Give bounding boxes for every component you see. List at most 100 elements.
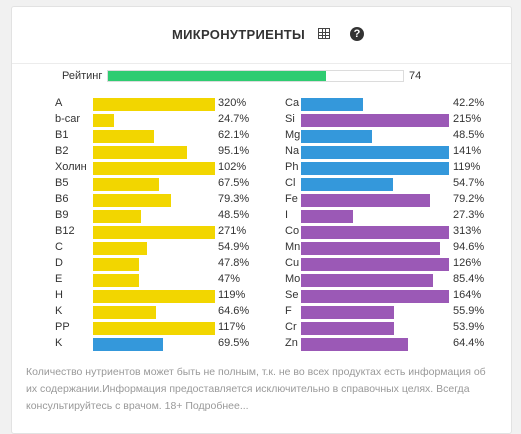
nutrient-bar-fill (301, 290, 449, 303)
nutrient-name: Ca (285, 97, 300, 109)
nutrient-percent: 47% (218, 273, 241, 285)
nutrient-bar (93, 274, 215, 287)
nutrient-bar (301, 338, 449, 351)
nutrient-percent: 42.2% (453, 97, 485, 109)
nutrient-bar (301, 226, 449, 239)
nutrient-bar-fill (301, 98, 364, 111)
nutrient-name: F (285, 305, 292, 317)
nutrient-bar (301, 146, 449, 159)
nutrient-bar-fill (93, 98, 215, 111)
nutrient-bar (301, 274, 449, 287)
nutrient-bar-fill (93, 338, 163, 351)
nutrient-bar-fill (301, 130, 373, 143)
nutrient-name: K (55, 305, 63, 317)
nutrient-bar-fill (301, 194, 430, 207)
nutrient-percent: 54.9% (218, 241, 250, 253)
nutrient-bar (93, 178, 215, 191)
card-header: МИКРОНУТРИЕНТЫ ? (12, 7, 511, 64)
nutrient-bar-fill (301, 274, 433, 287)
nutrient-bar-fill (93, 146, 187, 159)
nutrient-bar (93, 210, 215, 223)
nutrient-percent: 69.5% (218, 337, 250, 349)
nutrient-bar-fill (301, 226, 449, 239)
nutrient-name: B1 (55, 129, 69, 141)
nutrient-bar (93, 98, 215, 111)
nutrient-row-left: K 69.5% (12, 336, 511, 352)
nutrient-percent: 64.4% (453, 337, 485, 349)
nutrient-percent: 215% (453, 113, 482, 125)
nutrient-bar (93, 290, 215, 303)
nutrient-percent: 119% (453, 161, 481, 173)
nutrient-row-left: B12 271% (12, 224, 511, 240)
nutrient-name: Na (285, 145, 300, 157)
nutrient-row-left: Холин 102% (12, 160, 511, 176)
nutrient-percent: 48.5% (453, 129, 485, 141)
nutrient-bar (93, 114, 215, 127)
nutrient-percent: 320% (218, 97, 247, 109)
nutrient-percent: 126% (453, 257, 482, 269)
nutrient-percent: 119% (218, 289, 246, 301)
nutrient-bar (93, 338, 215, 351)
nutrient-bar (93, 242, 215, 255)
nutrient-bar-fill (93, 194, 172, 207)
nutrient-bar-fill (93, 290, 215, 303)
nutrient-row-right: Mo 85.4% (12, 272, 511, 288)
nutrient-row-right: Ca 42.2% (12, 96, 511, 112)
nutrient-bar (93, 306, 215, 319)
question-circle-icon[interactable]: ? (350, 27, 364, 41)
nutrient-percent: 141% (453, 145, 482, 157)
nutrient-row-right: Na 141% (12, 144, 511, 160)
nutrient-percent: 85.4% (453, 273, 485, 285)
nutrient-name: Mn (285, 241, 301, 253)
nutrient-row-right: Ph 119% (12, 160, 511, 176)
nutrient-bar-fill (93, 210, 141, 223)
nutrient-row-right: I 27.3% (12, 208, 511, 224)
rating-value: 74 (409, 70, 422, 82)
nutrient-name: Cu (285, 257, 300, 269)
nutrient-bar (301, 242, 449, 255)
nutrient-name: Ph (285, 161, 299, 173)
nutrient-name: B9 (55, 209, 69, 221)
nutrient-name: D (55, 257, 63, 269)
nutrient-name: Mo (285, 273, 301, 285)
nutrient-row-right: F 55.9% (12, 304, 511, 320)
rating-bar (107, 70, 404, 82)
nutrient-name: Cl (285, 177, 296, 189)
nutrient-bar-fill (93, 322, 215, 335)
nutrient-percent: 62.1% (218, 129, 250, 141)
rating-label: Рейтинг (62, 70, 103, 82)
nutrient-row-left: H 119% (12, 288, 511, 304)
nutrient-bar (301, 130, 449, 143)
nutrient-name: PP (55, 321, 70, 333)
nutrient-bar-fill (301, 306, 395, 319)
nutrient-row-left: B2 95.1% (12, 144, 511, 160)
nutrient-bar (301, 162, 449, 175)
nutrient-bar-fill (93, 178, 159, 191)
nutrient-row-right: Zn 64.4% (12, 336, 511, 352)
nutrient-percent: 67.5% (218, 177, 250, 189)
nutrient-percent: 271% (218, 225, 247, 237)
nutrient-name: Холин (55, 161, 87, 173)
nutrient-name: K (55, 337, 63, 349)
nutrient-bar-fill (301, 242, 441, 255)
nutrient-name: Co (285, 225, 300, 237)
nutrient-row-right: Cr 53.9% (12, 320, 511, 336)
nutrient-percent: 54.7% (453, 177, 485, 189)
nutrient-name: B12 (55, 225, 75, 237)
nutrient-row-left: PP 117% (12, 320, 511, 336)
nutrient-bar-fill (93, 274, 140, 287)
nutrient-percent: 79.3% (218, 193, 250, 205)
nutrient-bar-fill (301, 322, 395, 335)
table-icon[interactable] (318, 28, 330, 39)
nutrient-bar-fill (301, 338, 408, 351)
nutrient-row-right: Se 164% (12, 288, 511, 304)
nutrient-name: I (285, 209, 289, 221)
nutrient-percent: 53.9% (453, 321, 485, 333)
nutrient-percent: 102% (218, 161, 247, 173)
nutrient-name: A (55, 97, 63, 109)
nutrient-bar (93, 226, 215, 239)
nutrient-percent: 79.2% (453, 193, 485, 205)
nutrient-bar (301, 258, 449, 271)
nutrient-row-right: Cl 54.7% (12, 176, 511, 192)
nutrient-percent: 55.9% (453, 305, 485, 317)
